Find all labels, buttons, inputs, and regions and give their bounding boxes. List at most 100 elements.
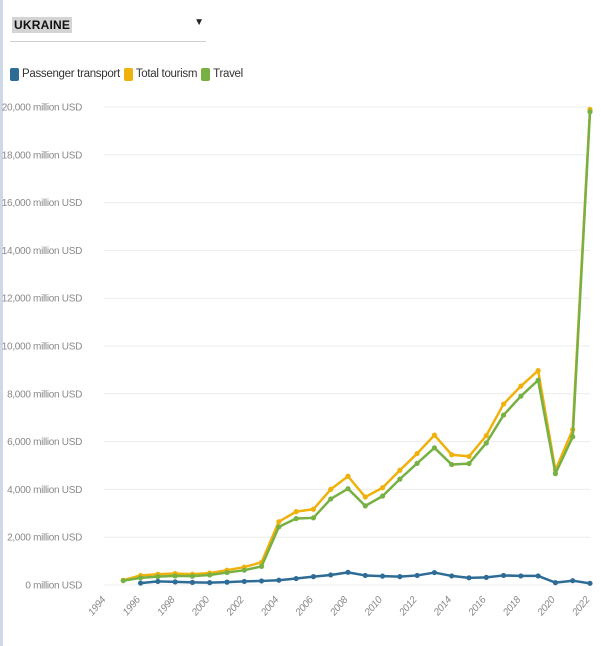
data-point-total-tourism xyxy=(449,452,455,458)
data-point-travel xyxy=(120,578,126,584)
legend-item-passenger-transport[interactable]: Passenger transport xyxy=(10,67,120,81)
x-tick-label: 2006 xyxy=(293,594,316,619)
data-point-travel xyxy=(379,493,386,499)
data-point-passenger-transport xyxy=(276,577,282,583)
data-point-passenger-transport xyxy=(379,573,386,579)
data-point-travel xyxy=(189,573,196,579)
data-point-travel xyxy=(224,569,230,576)
data-point-passenger-transport xyxy=(414,572,420,579)
data-point-travel xyxy=(172,573,178,579)
country-dropdown[interactable]: UKRAINE ▼ xyxy=(10,13,206,42)
data-point-passenger-transport xyxy=(189,579,196,585)
data-point-total-tourism xyxy=(345,473,351,479)
data-point-travel xyxy=(362,503,368,509)
data-point-passenger-transport xyxy=(224,579,230,585)
data-point-passenger-transport xyxy=(483,574,489,580)
legend-item-travel[interactable]: Travel xyxy=(201,67,243,81)
data-point-total-tourism xyxy=(518,383,524,389)
y-tick-label: 20,000 million USD xyxy=(2,103,82,114)
y-tick-label: 8,000 million USD xyxy=(7,389,82,400)
data-point-travel xyxy=(431,445,438,451)
data-point-passenger-transport xyxy=(518,573,524,579)
data-point-travel xyxy=(449,461,455,468)
data-point-travel xyxy=(207,572,213,578)
data-point-travel xyxy=(466,460,472,467)
data-point-passenger-transport xyxy=(466,575,472,581)
country-dropdown-value: UKRAINE xyxy=(12,17,73,33)
legend-swatch-passenger-transport xyxy=(10,67,19,81)
data-point-total-tourism xyxy=(328,486,334,492)
x-tick-label: 1996 xyxy=(121,594,143,618)
left-border xyxy=(0,0,3,646)
legend-swatch-total-tourism xyxy=(123,67,133,81)
x-tick-label: 2020 xyxy=(535,594,558,619)
x-tick-label: 2010 xyxy=(362,594,385,619)
data-point-passenger-transport xyxy=(587,580,593,586)
data-point-passenger-transport xyxy=(207,580,213,586)
data-point-total-tourism xyxy=(310,506,317,512)
data-point-total-tourism xyxy=(276,519,282,525)
data-point-passenger-transport xyxy=(431,569,438,576)
x-tick-label: 2002 xyxy=(224,594,247,619)
data-point-travel xyxy=(397,476,403,482)
x-tick-label: 2004 xyxy=(259,594,282,619)
data-point-passenger-transport xyxy=(155,578,161,585)
data-point-total-tourism xyxy=(431,432,438,438)
data-point-passenger-transport xyxy=(552,580,559,586)
legend-label-total-tourism: Total tourism xyxy=(135,68,198,80)
data-point-travel xyxy=(155,574,161,580)
data-point-total-tourism xyxy=(535,368,541,374)
data-point-passenger-transport xyxy=(570,578,576,584)
data-point-travel xyxy=(241,567,247,573)
data-point-passenger-transport xyxy=(310,574,317,580)
x-tick-label: 2000 xyxy=(189,594,212,619)
y-tick-label: 2,000 million USD xyxy=(7,533,82,544)
data-point-travel xyxy=(552,471,559,477)
data-point-total-tourism xyxy=(293,509,299,515)
data-point-passenger-transport xyxy=(500,572,507,579)
x-tick-label: 2014 xyxy=(431,594,454,619)
data-point-passenger-transport xyxy=(293,575,299,582)
data-point-passenger-transport xyxy=(258,578,265,584)
y-tick-label: 10,000 million USD xyxy=(2,342,82,353)
data-point-passenger-transport xyxy=(345,569,351,575)
x-tick-label: 2016 xyxy=(466,594,489,619)
x-tick-label: 2022 xyxy=(570,594,593,619)
data-point-passenger-transport xyxy=(362,572,368,579)
data-point-travel xyxy=(570,434,576,440)
series-line-total-tourism xyxy=(122,109,592,582)
y-tick-label: 14,000 million USD xyxy=(2,246,82,257)
x-tick-label: 1998 xyxy=(155,594,177,618)
data-point-travel xyxy=(518,393,524,399)
x-tick-label: 2008 xyxy=(328,594,351,619)
legend-label-passenger-transport: Passenger transport xyxy=(22,68,120,80)
x-tick-label: 2012 xyxy=(397,594,420,619)
y-tick-label: 16,000 million USD xyxy=(2,198,82,209)
data-point-travel xyxy=(137,575,144,581)
y-tick-label: 6,000 million USD xyxy=(7,437,82,448)
series-line-travel xyxy=(123,111,592,582)
data-point-total-tourism xyxy=(414,450,420,457)
data-point-total-tourism xyxy=(483,433,489,439)
data-point-passenger-transport xyxy=(328,572,334,578)
data-point-travel xyxy=(414,460,420,466)
x-tick-label: 2018 xyxy=(501,594,524,619)
data-point-travel xyxy=(345,486,351,492)
data-point-travel xyxy=(293,515,299,522)
data-point-travel xyxy=(483,440,489,446)
data-point-travel xyxy=(310,515,317,521)
legend-item-total-tourism[interactable]: Total tourism xyxy=(123,67,198,81)
data-point-passenger-transport xyxy=(397,574,403,580)
data-point-passenger-transport xyxy=(449,573,455,579)
data-point-total-tourism xyxy=(397,467,403,473)
data-point-passenger-transport xyxy=(241,578,247,585)
chevron-down-icon[interactable]: ▼ xyxy=(194,17,204,28)
data-point-total-tourism xyxy=(362,494,368,500)
data-point-total-tourism xyxy=(466,453,472,460)
legend-swatch-travel xyxy=(201,67,211,81)
data-point-travel xyxy=(587,109,593,115)
data-point-travel xyxy=(328,496,334,502)
y-tick-label: 12,000 million USD xyxy=(2,294,82,305)
data-point-passenger-transport xyxy=(137,580,144,586)
